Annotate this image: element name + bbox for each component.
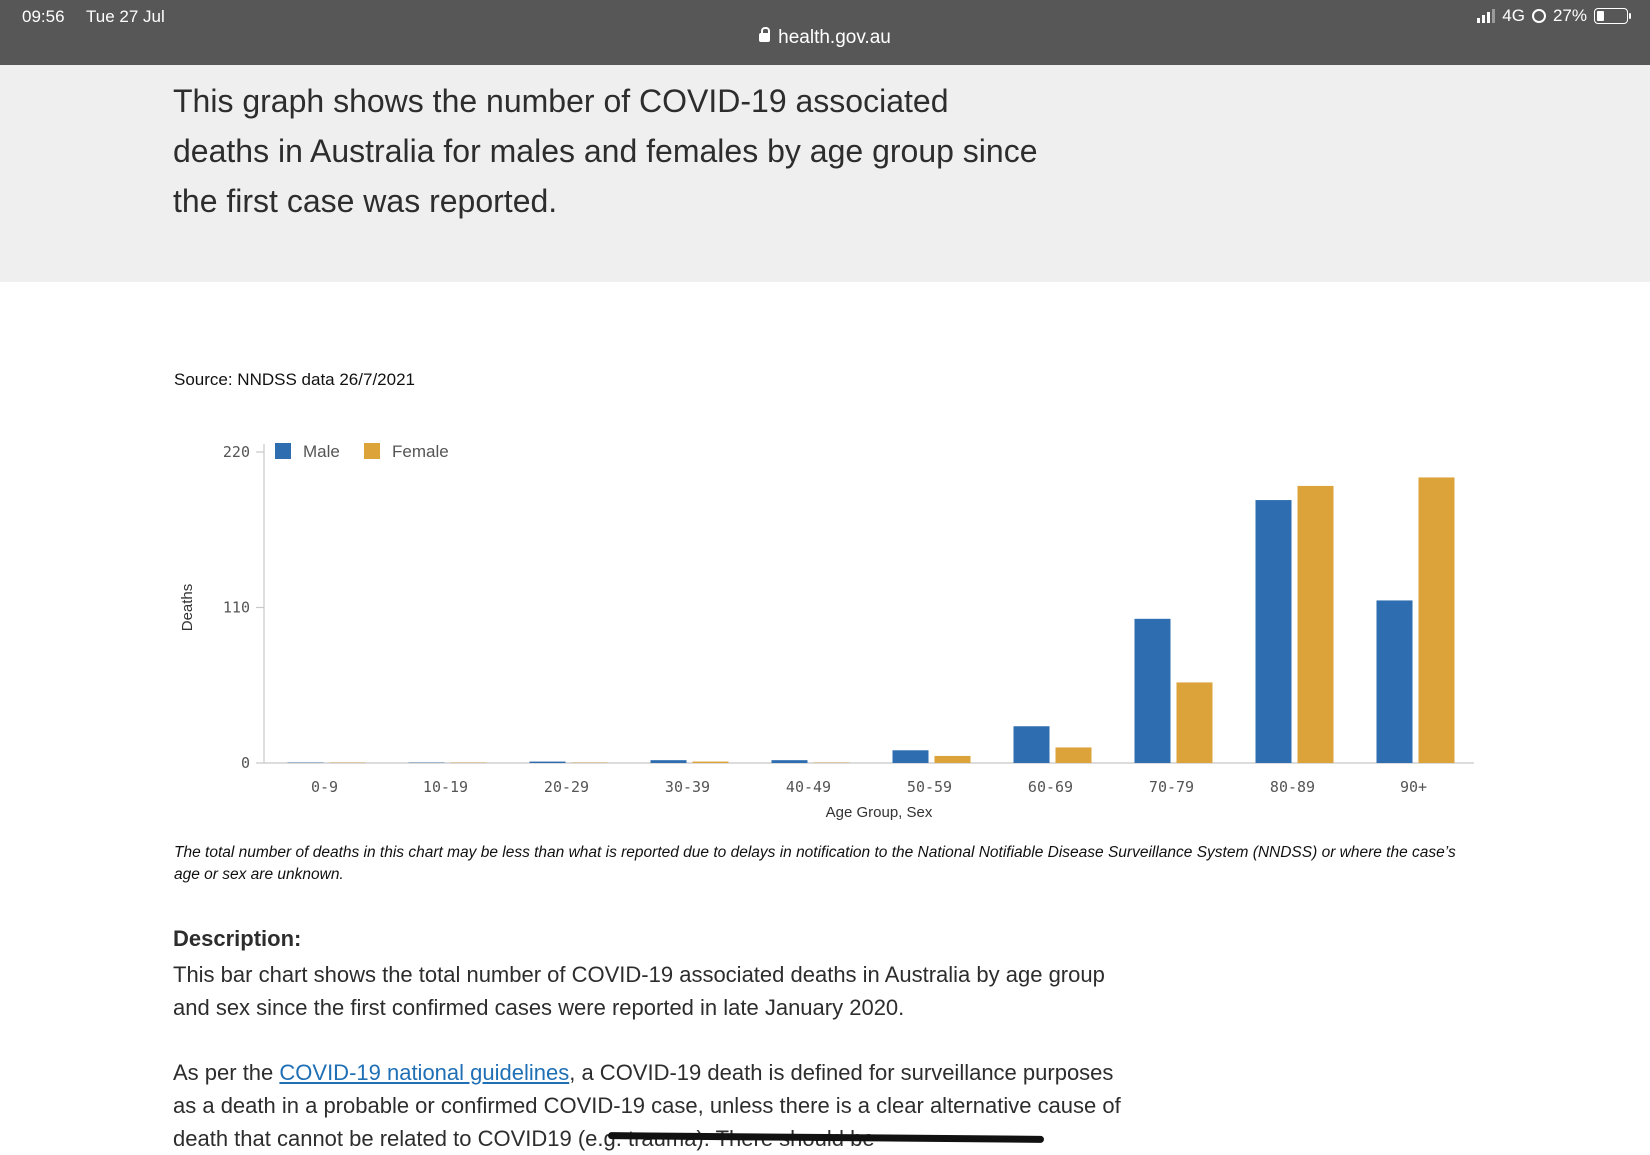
x-tick-label: 50-59 bbox=[907, 778, 952, 796]
bar-female-20-29 bbox=[571, 762, 608, 763]
intro-banner: This graph shows the number of COVID-19 … bbox=[0, 65, 1650, 282]
legend-label-female: Female bbox=[392, 442, 449, 461]
status-bar: 09:56 Tue 27 Jul health.gov.au 4G 27% bbox=[0, 0, 1650, 65]
y-tick-label: 110 bbox=[223, 599, 250, 617]
bar-female-90+ bbox=[1418, 477, 1455, 763]
x-tick-label: 60-69 bbox=[1028, 778, 1073, 796]
chart-footnote: The total number of deaths in this chart… bbox=[174, 844, 1456, 883]
battery-icon bbox=[1594, 8, 1631, 24]
x-tick-label: 30-39 bbox=[665, 778, 710, 796]
bar-female-0-9 bbox=[329, 762, 366, 763]
bar-male-70-79 bbox=[1134, 618, 1171, 763]
lock-icon bbox=[759, 27, 771, 42]
battery-percent: 27% bbox=[1552, 6, 1587, 25]
bar-male-60-69 bbox=[1013, 726, 1050, 763]
bar-female-60-69 bbox=[1055, 747, 1092, 763]
bar-male-30-39 bbox=[650, 760, 687, 763]
x-tick-label: 0-9 bbox=[311, 778, 338, 796]
x-tick-label: 40-49 bbox=[786, 778, 831, 796]
bar-female-30-39 bbox=[692, 761, 729, 763]
legend-swatch-female bbox=[364, 443, 380, 459]
network-type: 4G bbox=[1502, 6, 1525, 25]
bar-female-80-89 bbox=[1297, 485, 1334, 763]
y-axis-title: Deaths bbox=[179, 584, 196, 632]
x-tick-label: 20-29 bbox=[544, 778, 589, 796]
intro-text: This graph shows the number of COVID-19 … bbox=[173, 83, 1038, 219]
bar-female-10-19 bbox=[450, 762, 487, 763]
url-text: health.gov.au bbox=[778, 27, 891, 48]
para2-pre: As per the bbox=[173, 1060, 280, 1085]
description-paragraph-2: As per the COVID-19 national guidelines,… bbox=[173, 1056, 1123, 1155]
bar-male-10-19 bbox=[408, 762, 445, 763]
status-indicators: 4G 27% bbox=[1477, 6, 1631, 26]
bar-male-90+ bbox=[1376, 600, 1413, 763]
alarm-icon bbox=[1531, 9, 1546, 23]
address-bar[interactable]: health.gov.au bbox=[0, 27, 1650, 49]
para2-post: , a COVID-19 death is defined for survei… bbox=[173, 1060, 1121, 1151]
x-axis-title: Age Group, Sex bbox=[826, 804, 933, 821]
bar-female-40-49 bbox=[813, 762, 850, 763]
bar-male-80-89 bbox=[1255, 500, 1292, 763]
bar-male-20-29 bbox=[529, 761, 566, 763]
bar-male-40-49 bbox=[771, 760, 808, 763]
signal-icon bbox=[1477, 9, 1496, 23]
status-time: 09:56 bbox=[22, 7, 65, 26]
legend-swatch-male bbox=[275, 443, 291, 459]
chart-source: Source: NNDSS data 26/7/2021 bbox=[174, 370, 415, 389]
description-heading: Description: bbox=[173, 926, 302, 951]
x-tick-label: 80-89 bbox=[1270, 778, 1315, 796]
status-date: Tue 27 Jul bbox=[86, 7, 165, 26]
y-tick-label: 220 bbox=[223, 443, 250, 461]
legend-label-male: Male bbox=[303, 442, 340, 461]
bar-female-70-79 bbox=[1176, 682, 1213, 763]
description-paragraph-1: This bar chart shows the total number of… bbox=[173, 962, 1105, 1020]
bar-male-50-59 bbox=[892, 750, 929, 763]
x-tick-label: 90+ bbox=[1400, 778, 1427, 796]
bar-female-50-59 bbox=[934, 755, 971, 763]
guidelines-link[interactable]: COVID-19 national guidelines bbox=[279, 1060, 570, 1085]
y-tick-label: 0 bbox=[241, 754, 250, 772]
x-tick-label: 70-79 bbox=[1149, 778, 1194, 796]
bar-male-0-9 bbox=[287, 762, 324, 763]
bar-chart: 0 110 220 Deaths 0-9 10-19 20-29 30-39 40-49 50-5… bbox=[179, 442, 1474, 821]
x-tick-label: 10-19 bbox=[423, 778, 468, 796]
